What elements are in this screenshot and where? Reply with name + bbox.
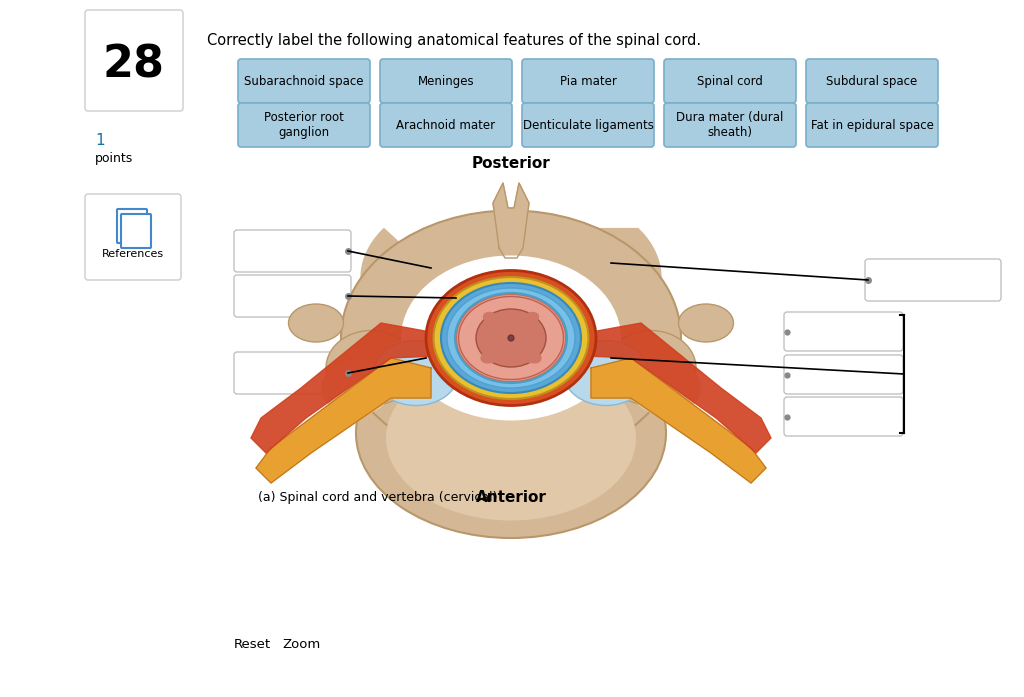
Text: Posterior: Posterior	[472, 155, 550, 171]
Ellipse shape	[476, 309, 546, 367]
Ellipse shape	[508, 335, 514, 341]
Ellipse shape	[606, 330, 696, 406]
FancyBboxPatch shape	[234, 275, 351, 317]
FancyBboxPatch shape	[522, 59, 654, 103]
Text: Meninges: Meninges	[418, 75, 474, 88]
FancyBboxPatch shape	[784, 355, 903, 394]
Ellipse shape	[326, 330, 416, 406]
FancyBboxPatch shape	[234, 352, 351, 394]
Text: Correctly label the following anatomical features of the spinal cord.: Correctly label the following anatomical…	[207, 33, 701, 47]
Ellipse shape	[520, 348, 542, 364]
FancyBboxPatch shape	[121, 214, 151, 248]
Text: Posterior root
ganglion: Posterior root ganglion	[264, 111, 344, 139]
Ellipse shape	[563, 341, 648, 406]
FancyBboxPatch shape	[117, 209, 147, 243]
Polygon shape	[251, 323, 436, 453]
Ellipse shape	[519, 312, 540, 328]
Text: Dura mater (dural
sheath): Dura mater (dural sheath)	[676, 111, 783, 139]
Polygon shape	[541, 229, 662, 362]
FancyBboxPatch shape	[380, 59, 512, 103]
FancyBboxPatch shape	[664, 103, 796, 147]
FancyBboxPatch shape	[234, 230, 351, 272]
Ellipse shape	[386, 355, 636, 521]
Text: Denticulate ligaments: Denticulate ligaments	[522, 118, 653, 132]
Text: Subdural space: Subdural space	[826, 75, 918, 88]
Text: points: points	[95, 151, 133, 164]
FancyBboxPatch shape	[85, 10, 183, 111]
Ellipse shape	[480, 348, 502, 364]
Text: Zoom: Zoom	[282, 638, 321, 652]
Ellipse shape	[356, 328, 666, 538]
Polygon shape	[493, 183, 529, 258]
Polygon shape	[256, 358, 431, 483]
Ellipse shape	[483, 312, 503, 328]
Text: Arachnoid mater: Arachnoid mater	[396, 118, 496, 132]
FancyBboxPatch shape	[380, 103, 512, 147]
Text: Fat in epidural space: Fat in epidural space	[811, 118, 934, 132]
Ellipse shape	[441, 283, 581, 393]
Text: Subarachnoid space: Subarachnoid space	[245, 75, 364, 88]
Text: (a) Spinal cord and vertebra (cervical): (a) Spinal cord and vertebra (cervical)	[258, 491, 498, 503]
Ellipse shape	[426, 270, 596, 406]
Ellipse shape	[679, 304, 733, 342]
FancyBboxPatch shape	[238, 59, 370, 103]
FancyBboxPatch shape	[784, 312, 903, 351]
Ellipse shape	[374, 341, 459, 406]
FancyBboxPatch shape	[865, 259, 1001, 301]
Ellipse shape	[321, 360, 391, 415]
Text: 28: 28	[103, 43, 165, 86]
Text: 1: 1	[95, 132, 104, 148]
Polygon shape	[591, 358, 766, 483]
Ellipse shape	[447, 288, 575, 388]
Text: Pia mater: Pia mater	[559, 75, 616, 88]
FancyBboxPatch shape	[238, 103, 370, 147]
FancyBboxPatch shape	[522, 103, 654, 147]
Ellipse shape	[456, 294, 566, 382]
Ellipse shape	[631, 360, 701, 415]
FancyBboxPatch shape	[806, 59, 938, 103]
Text: Reset: Reset	[234, 638, 271, 652]
Ellipse shape	[433, 277, 589, 399]
Polygon shape	[361, 229, 481, 362]
Polygon shape	[586, 323, 771, 453]
Ellipse shape	[401, 256, 621, 420]
Text: Spinal cord: Spinal cord	[697, 75, 763, 88]
FancyBboxPatch shape	[806, 103, 938, 147]
Text: References: References	[102, 249, 164, 259]
FancyBboxPatch shape	[784, 397, 903, 436]
Text: Anterior: Anterior	[475, 489, 547, 505]
FancyBboxPatch shape	[85, 194, 181, 280]
Ellipse shape	[341, 210, 681, 466]
Ellipse shape	[289, 304, 343, 342]
FancyBboxPatch shape	[664, 59, 796, 103]
